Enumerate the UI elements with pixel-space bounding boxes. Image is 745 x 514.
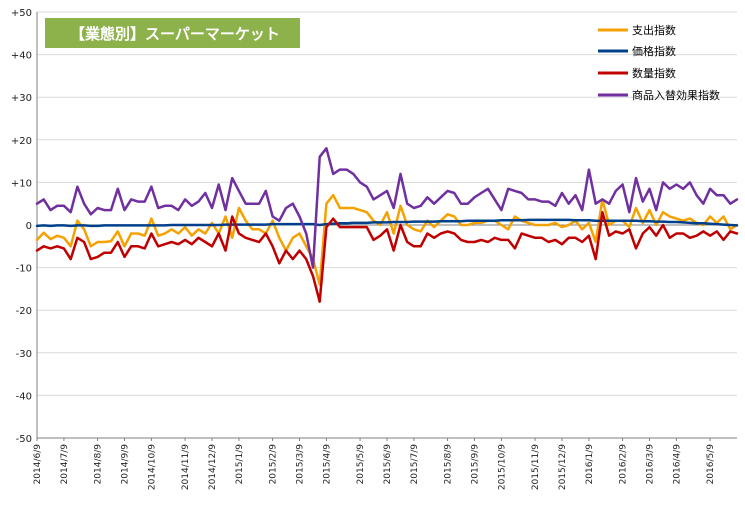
series-line-3 xyxy=(35,147,739,269)
x-tick-label: 2014/7/9 xyxy=(60,444,70,485)
x-tick-label: 2014/6/9 xyxy=(33,444,43,485)
chart-title: 【業態別】スーパーマーケット xyxy=(70,25,280,43)
x-tick-label: 2015/4/9 xyxy=(322,444,332,485)
series-line-2 xyxy=(35,210,739,303)
x-tick-label: 2016/1/9 xyxy=(585,444,595,485)
x-tick-label: 2015/9/9 xyxy=(471,444,481,485)
y-tick-label: -30 xyxy=(16,349,32,360)
legend-label-1: 価格指数 xyxy=(632,44,676,58)
y-tick-label: +50 xyxy=(11,8,32,19)
x-tick-label: 2016/5/9 xyxy=(706,444,716,485)
x-tick-label: 2014/10/9 xyxy=(147,444,157,490)
legend-label-0: 支出指数 xyxy=(632,23,676,37)
series-lines xyxy=(35,147,739,303)
x-tick-label: 2014/9/9 xyxy=(121,444,131,485)
chart-title-background xyxy=(45,18,300,48)
x-tick-labels: 2014/6/9 2014/7/9 2014/8/9 2014/9/9 2014/10/… xyxy=(33,444,716,490)
series-line-1 xyxy=(35,218,739,228)
y-tick-label: -20 xyxy=(16,306,32,317)
y-tick-label: +40 xyxy=(11,51,32,62)
chart-title-box: 【業態別】スーパーマーケット xyxy=(45,18,300,48)
x-tick-label: 2015/12/9 xyxy=(558,444,568,490)
x-tick-label: 2016/2/9 xyxy=(619,444,629,485)
x-tick-label: 2015/1/9 xyxy=(235,444,245,485)
x-tick-label: 2015/10/9 xyxy=(497,444,507,490)
x-tick-label: 2016/4/9 xyxy=(672,444,682,485)
legend-label-2: 数量指数 xyxy=(632,66,676,80)
x-tick-label: 2016/3/9 xyxy=(646,444,656,485)
y-tick-labels: +50 +40 +30 +20 +10 0 -10 -20 -30 -40 -50 xyxy=(11,8,32,445)
x-tick-label: 2015/2/9 xyxy=(269,444,279,485)
y-tick-label: 0 xyxy=(26,221,32,232)
x-tick-label: 2015/3/9 xyxy=(296,444,306,485)
x-tick-label: 2015/11/9 xyxy=(531,444,541,490)
y-tick-label: +30 xyxy=(11,93,32,104)
y-tick-label: -50 xyxy=(16,434,32,445)
x-tick-label: 2015/6/9 xyxy=(383,444,393,485)
y-tick-label: +20 xyxy=(11,136,32,147)
x-tick-label: 2015/7/9 xyxy=(410,444,420,485)
y-tick-label: +10 xyxy=(11,178,32,189)
x-tick-label: 2014/11/9 xyxy=(181,444,191,490)
x-tick-label: 2014/8/9 xyxy=(94,444,104,485)
x-tick-label: 2015/5/9 xyxy=(356,444,366,485)
y-tick-label: -40 xyxy=(16,391,32,402)
y-tick-label: -10 xyxy=(16,264,32,275)
legend-label-3: 商品入替効果指数 xyxy=(632,88,720,102)
x-tick-label: 2014/12/9 xyxy=(208,444,218,490)
x-tick-label: 2015/8/9 xyxy=(444,444,454,485)
